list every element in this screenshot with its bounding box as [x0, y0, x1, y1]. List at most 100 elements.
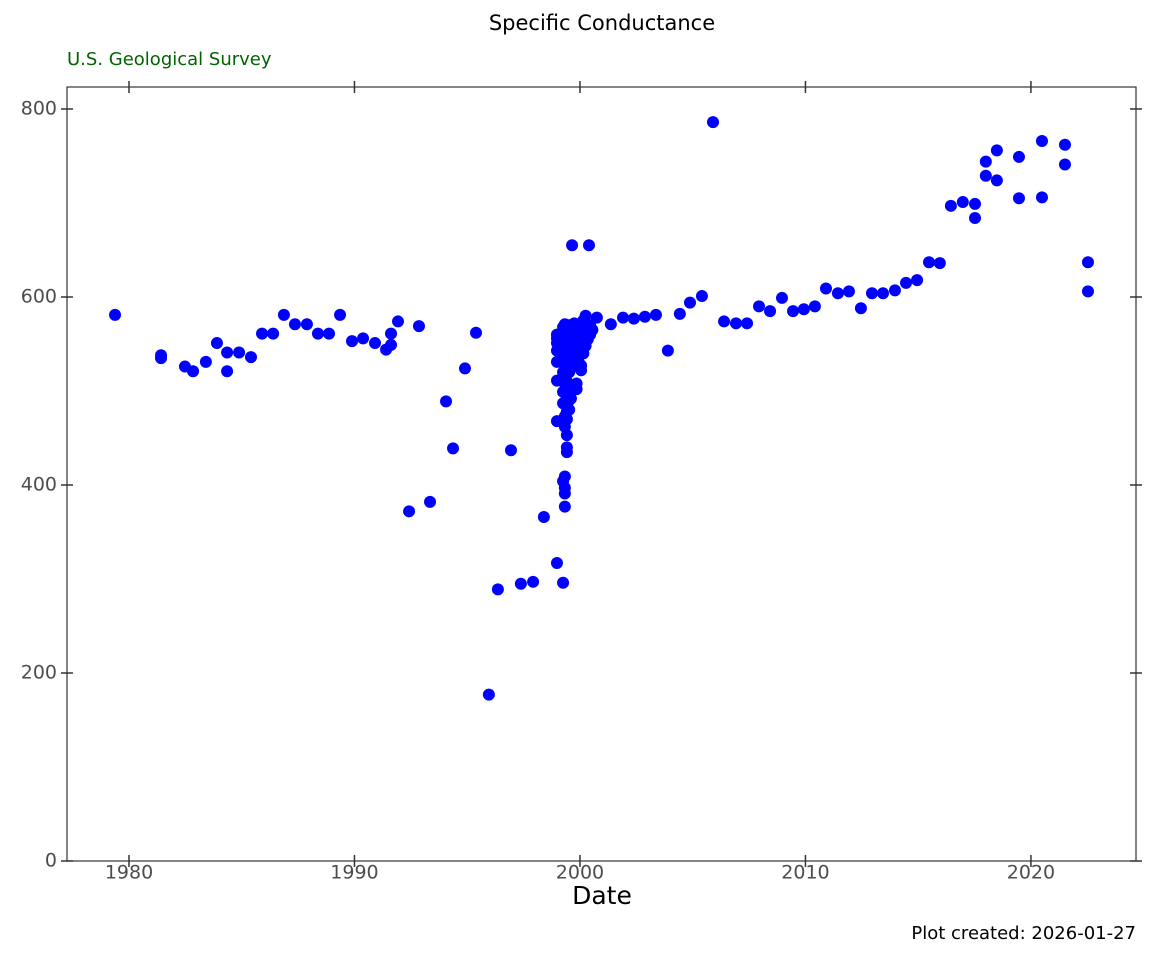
point [470, 326, 483, 339]
point [1035, 134, 1048, 147]
point [311, 327, 324, 340]
point [221, 365, 234, 378]
point [1035, 191, 1048, 204]
point [537, 510, 550, 523]
point [627, 312, 640, 325]
point [1081, 256, 1094, 269]
point [385, 338, 398, 351]
point [649, 308, 662, 321]
point [1058, 158, 1071, 171]
point [590, 311, 603, 324]
point [233, 346, 246, 359]
point [155, 352, 168, 365]
point [566, 239, 579, 252]
point [527, 575, 540, 588]
point [741, 317, 754, 330]
point [447, 442, 460, 455]
point [944, 199, 957, 212]
point [369, 337, 382, 350]
point [277, 308, 290, 321]
point [412, 320, 425, 333]
point [346, 335, 359, 348]
point [323, 327, 336, 340]
point [563, 403, 576, 416]
point [579, 309, 592, 322]
point [684, 296, 697, 309]
point [458, 362, 471, 375]
point [550, 557, 563, 570]
point [109, 308, 122, 321]
point [831, 287, 844, 300]
plot-border [66, 86, 1137, 862]
point [911, 274, 924, 287]
point [440, 395, 453, 408]
x-tick-label: 1990 [330, 862, 378, 884]
point [787, 305, 800, 318]
point [482, 688, 495, 701]
point [288, 318, 301, 331]
point [956, 196, 969, 209]
point [300, 318, 313, 331]
point [558, 470, 571, 483]
point [706, 116, 719, 129]
point [199, 355, 212, 368]
point [210, 337, 223, 350]
point [969, 197, 982, 210]
x-axis-label: Date [572, 881, 632, 910]
y-tick-label: 600 [21, 285, 57, 307]
point [560, 429, 573, 442]
point [558, 481, 571, 494]
point [775, 291, 788, 304]
point [673, 307, 686, 320]
chart-subtitle: U.S. Geological Survey [67, 49, 272, 70]
point [900, 276, 913, 289]
point [797, 303, 810, 316]
point [990, 174, 1003, 187]
point [1058, 138, 1071, 151]
point [244, 351, 257, 364]
point [1012, 192, 1025, 205]
point [586, 323, 599, 336]
x-tick-label: 1980 [105, 862, 153, 884]
point [979, 155, 992, 168]
point [617, 311, 630, 324]
point [267, 327, 280, 340]
point [819, 282, 832, 295]
x-tick-label: 2020 [1007, 862, 1055, 884]
point [604, 318, 617, 331]
point [764, 305, 777, 318]
y-tick-label: 0 [45, 850, 57, 872]
point [808, 300, 821, 313]
chart-title: Specific Conductance [489, 11, 715, 35]
point [729, 317, 742, 330]
point [385, 327, 398, 340]
point [695, 290, 708, 303]
x-tick-label: 2000 [556, 862, 604, 884]
point [560, 441, 573, 454]
point [357, 332, 370, 345]
point [718, 315, 731, 328]
point [1012, 150, 1025, 163]
point [923, 256, 936, 269]
y-tick-label: 200 [21, 661, 57, 683]
point [392, 315, 405, 328]
point [514, 577, 527, 590]
point [504, 444, 517, 457]
point [557, 576, 570, 589]
point [1081, 285, 1094, 298]
point [888, 284, 901, 297]
point [752, 300, 765, 313]
point [582, 239, 595, 252]
y-tick-label: 400 [21, 473, 57, 495]
point [979, 169, 992, 182]
point [424, 495, 437, 508]
point [187, 365, 200, 378]
caption: Plot created: 2026-01-27 [911, 923, 1136, 944]
point [933, 257, 946, 270]
x-tick-label: 2010 [781, 862, 829, 884]
point [403, 505, 416, 518]
point [854, 302, 867, 315]
point [564, 392, 577, 405]
